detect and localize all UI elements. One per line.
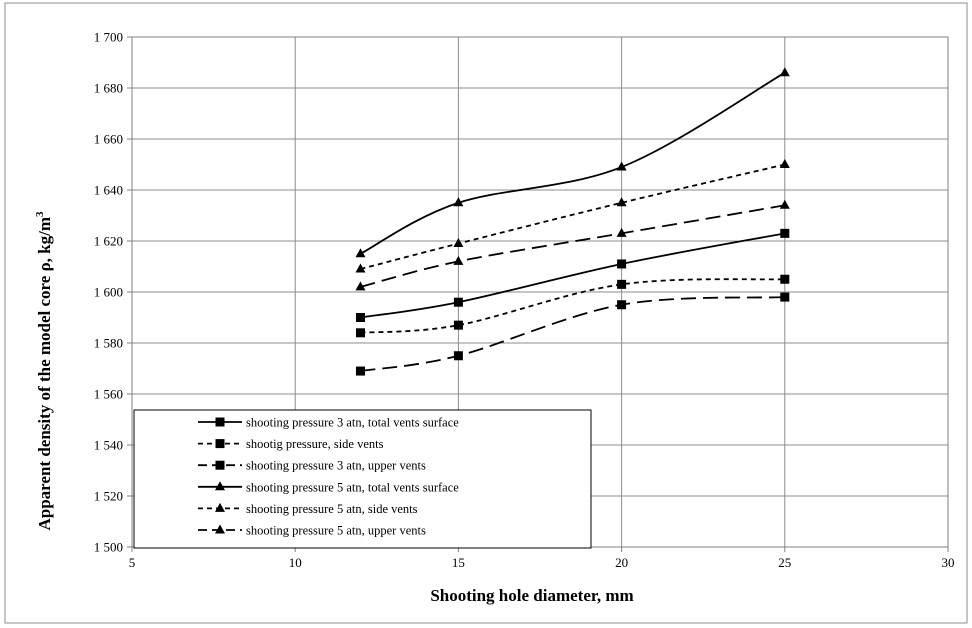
series-5: [355, 159, 790, 273]
legend-item: shooting pressure 5 atn, upper vents: [198, 524, 426, 538]
legend-item: shooting pressure 5 atn, side vents: [198, 502, 418, 516]
y-tick-label: 1 620: [94, 234, 123, 249]
x-tick-label: 30: [942, 555, 955, 570]
y-tick-label: 1 600: [94, 285, 123, 300]
legend-item: shooting pressure 3 atn, upper vents: [198, 459, 426, 473]
square-marker: [617, 279, 627, 289]
legend-item: shootig pressure, side vents: [198, 437, 384, 451]
y-axis-title-superscript: 3: [34, 211, 46, 217]
y-tick-label: 1 680: [94, 81, 123, 96]
series-line: [360, 163, 786, 270]
legend-marker: [215, 460, 225, 470]
triangle-marker: [779, 199, 790, 209]
triangle-marker: [779, 67, 790, 77]
legend-marker: [215, 524, 225, 534]
square-marker: [617, 300, 627, 310]
y-axis-title: Apparent density of the model core ρ, kg…: [34, 211, 54, 531]
legend-label: shooting pressure 5 atn, total vents sur…: [246, 480, 459, 494]
series-line: [360, 278, 785, 334]
series-6: [355, 199, 790, 291]
x-tick-label: 15: [452, 555, 465, 570]
legend-box: [133, 409, 592, 549]
y-axis-title-main: Apparent density of the model core ρ, kg…: [35, 217, 54, 531]
y-tick-label: 1 500: [94, 540, 123, 555]
series-line: [360, 71, 786, 255]
legend-marker: [215, 439, 225, 449]
y-tick-label: 1 540: [94, 438, 123, 453]
series-2: [355, 274, 790, 338]
square-marker: [453, 320, 463, 330]
legend-item: shooting pressure 3 atn, total vents sur…: [198, 416, 459, 430]
y-tick-label: 1 560: [94, 387, 123, 402]
triangle-marker: [453, 255, 464, 265]
y-axis-ticks: 1 500 1 520 1 540 1 560 1 580 1 600 1 620 1 640…: [94, 30, 132, 555]
legend-label: shooting pressure 5 atn, side vents: [246, 502, 418, 516]
square-marker: [453, 351, 463, 361]
legend-label: shootig pressure, side vents: [246, 437, 384, 451]
legend: shooting pressure 3 atn, total vents sur…: [133, 409, 592, 549]
square-marker: [780, 274, 790, 284]
square-marker: [355, 313, 365, 322]
square-marker: [355, 366, 365, 376]
triangle-marker: [779, 159, 790, 168]
legend-marker: [215, 481, 225, 491]
x-axis-ticks: 5 10 15 20 25 30: [129, 547, 955, 570]
x-tick-label: 10: [289, 555, 302, 570]
triangle-marker: [355, 263, 366, 273]
square-marker: [453, 297, 463, 307]
y-tick-label: 1 640: [94, 183, 123, 198]
legend-marker: [215, 417, 225, 427]
series-line: [360, 232, 785, 319]
legend-item: shooting pressure 5 atn, total vents sur…: [198, 480, 459, 494]
x-tick-label: 20: [615, 555, 628, 570]
triangle-marker: [453, 197, 464, 207]
x-axis-title: Shooting hole diameter, mm: [430, 586, 633, 605]
series-3: [355, 292, 790, 376]
square-marker: [355, 328, 365, 338]
legend-label: shooting pressure 3 atn, total vents sur…: [246, 416, 459, 430]
legend-marker: [215, 502, 225, 512]
square-marker: [780, 228, 790, 238]
series-line: [360, 204, 785, 288]
square-marker: [617, 259, 627, 269]
triangle-marker: [616, 197, 627, 207]
series-4: [355, 67, 790, 258]
triangle-marker: [355, 281, 366, 291]
series-line: [360, 296, 785, 372]
triangle-marker: [616, 161, 627, 171]
y-tick-label: 1 520: [94, 489, 123, 504]
legend-label: shooting pressure 5 atn, upper vents: [246, 524, 426, 538]
square-marker: [780, 292, 790, 302]
series-1: [355, 228, 790, 322]
y-tick-label: 1 700: [94, 30, 123, 45]
y-tick-label: 1 580: [94, 336, 123, 351]
legend-label: shooting pressure 3 atn, upper vents: [246, 459, 426, 473]
x-tick-label: 5: [129, 555, 136, 570]
triangle-marker: [453, 238, 464, 248]
triangle-marker: [616, 227, 627, 237]
y-tick-label: 1 660: [94, 132, 123, 147]
series: [355, 67, 790, 376]
x-tick-label: 25: [778, 555, 791, 570]
triangle-marker: [355, 248, 366, 258]
